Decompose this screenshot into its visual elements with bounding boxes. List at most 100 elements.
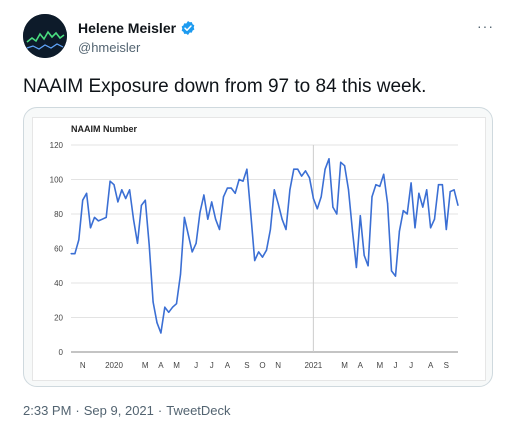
x-tick-label: A bbox=[225, 361, 231, 370]
data-point bbox=[375, 184, 377, 186]
data-point bbox=[414, 227, 416, 229]
data-point bbox=[445, 228, 447, 231]
data-point bbox=[379, 185, 381, 187]
data-point bbox=[433, 218, 436, 220]
y-tick-label: 40 bbox=[54, 279, 63, 288]
data-point bbox=[144, 199, 146, 201]
data-point bbox=[218, 228, 221, 231]
x-tick-label: A bbox=[158, 361, 164, 370]
data-point bbox=[332, 206, 334, 208]
data-point bbox=[453, 189, 455, 191]
x-tick-label: M bbox=[142, 361, 149, 370]
data-point bbox=[215, 218, 217, 220]
more-options-icon[interactable]: ··· bbox=[477, 18, 494, 34]
data-point bbox=[191, 251, 193, 253]
data-point bbox=[152, 301, 154, 303]
data-point bbox=[363, 254, 365, 256]
data-point bbox=[308, 177, 311, 179]
data-point bbox=[285, 228, 287, 231]
data-point bbox=[238, 178, 240, 181]
data-point bbox=[426, 189, 428, 191]
data-point bbox=[316, 208, 318, 210]
data-point bbox=[261, 256, 264, 258]
data-point bbox=[394, 275, 397, 277]
data-point bbox=[207, 218, 209, 220]
data-point bbox=[129, 189, 131, 191]
data-point bbox=[89, 227, 92, 229]
data-point bbox=[203, 194, 205, 196]
author-handle[interactable]: @hmeisler bbox=[78, 40, 141, 55]
data-point bbox=[273, 189, 275, 191]
x-tick-label: 2021 bbox=[304, 361, 322, 370]
verified-badge-icon bbox=[181, 21, 195, 35]
data-point bbox=[355, 266, 357, 269]
data-point bbox=[242, 180, 244, 182]
avatar-chart-icon bbox=[23, 14, 67, 58]
data-point bbox=[222, 196, 225, 198]
data-point bbox=[340, 161, 342, 163]
data-point bbox=[437, 184, 440, 186]
author-name[interactable]: Helene Meisler bbox=[78, 20, 177, 36]
tweet-source[interactable]: TweetDeck bbox=[166, 403, 231, 418]
tweet-media[interactable]: NAAIM Number 0 20 40 60 80 100 120 N 2020 M A M J J A S O… bbox=[23, 107, 493, 387]
data-point bbox=[117, 201, 119, 203]
data-point bbox=[148, 244, 150, 246]
data-point bbox=[265, 249, 268, 251]
x-tick-label: 2020 bbox=[105, 361, 123, 370]
data-point bbox=[74, 253, 76, 255]
author-block: Helene Meisler @hmeisler bbox=[78, 20, 196, 55]
data-point bbox=[254, 259, 256, 262]
data-point bbox=[304, 170, 307, 172]
chart-frame: NAAIM Number 0 20 40 60 80 100 120 N 2020 M A M J J A S O… bbox=[32, 117, 486, 381]
author-name-row: Helene Meisler bbox=[78, 20, 196, 36]
data-point bbox=[230, 187, 232, 189]
data-point bbox=[383, 173, 385, 175]
y-tick-label: 60 bbox=[54, 245, 63, 254]
y-tick-label: 100 bbox=[50, 176, 64, 185]
avatar[interactable] bbox=[23, 14, 67, 58]
tweet-time[interactable]: 2:33 PM bbox=[23, 403, 72, 418]
y-tick-label: 80 bbox=[54, 210, 63, 219]
data-point bbox=[97, 220, 99, 222]
x-tick-label: J bbox=[210, 361, 214, 370]
chart-title: NAAIM Number bbox=[71, 124, 137, 134]
series-line bbox=[71, 157, 459, 334]
data-point bbox=[344, 165, 346, 167]
data-point bbox=[351, 230, 354, 232]
data-point bbox=[367, 265, 369, 267]
data-point bbox=[398, 230, 400, 232]
data-point bbox=[132, 218, 135, 220]
data-point bbox=[289, 189, 291, 191]
data-point bbox=[93, 216, 96, 219]
data-point bbox=[402, 209, 404, 212]
data-point bbox=[324, 168, 326, 170]
data-point bbox=[168, 311, 170, 313]
data-point bbox=[390, 270, 393, 272]
data-point bbox=[78, 239, 80, 241]
x-tick-label: M bbox=[173, 361, 180, 370]
x-tick-label: M bbox=[341, 361, 348, 370]
data-point bbox=[234, 192, 236, 194]
data-point bbox=[320, 196, 322, 198]
data-point bbox=[195, 242, 197, 244]
data-point bbox=[258, 251, 260, 253]
tweet-date[interactable]: Sep 9, 2021 bbox=[83, 403, 154, 418]
data-point bbox=[297, 168, 299, 170]
data-point bbox=[86, 192, 88, 194]
data-point bbox=[387, 203, 389, 205]
data-point bbox=[269, 228, 271, 231]
data-point bbox=[301, 175, 303, 177]
data-point bbox=[140, 204, 142, 206]
data-point bbox=[418, 192, 420, 194]
x-tick-label: N bbox=[275, 361, 281, 370]
y-tick-label: 20 bbox=[54, 314, 63, 323]
data-point bbox=[101, 218, 103, 220]
x-tick-label: M bbox=[376, 361, 383, 370]
data-point bbox=[70, 253, 72, 255]
meta-separator: · bbox=[75, 403, 80, 418]
x-tick-label: O bbox=[259, 361, 265, 370]
x-tick-label: A bbox=[358, 361, 364, 370]
data-point bbox=[109, 180, 111, 182]
